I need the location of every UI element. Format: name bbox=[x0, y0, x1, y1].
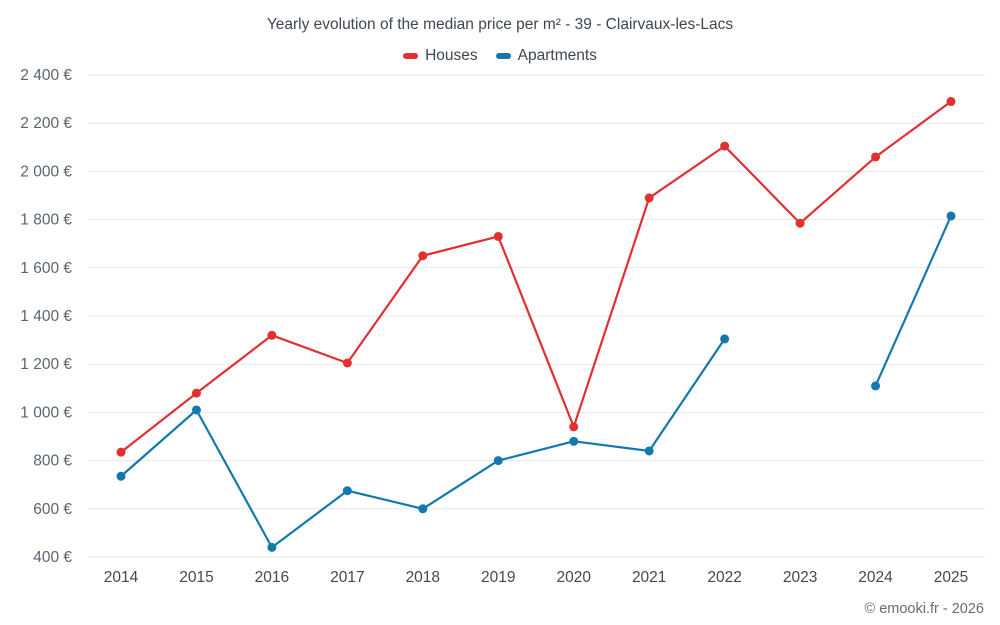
y-tick-label: 2 400 € bbox=[20, 67, 72, 84]
data-point[interactable] bbox=[191, 388, 201, 398]
legend-item-apartments[interactable]: Apartments bbox=[495, 47, 597, 65]
x-tick-label: 2014 bbox=[104, 569, 139, 586]
x-axis-labels: 2014 2015 2016 2017 2018 2019 2020 2021 2022 2023… bbox=[104, 569, 968, 586]
y-tick-label: 600 € bbox=[33, 501, 72, 518]
x-tick-label: 2022 bbox=[707, 569, 741, 586]
data-point[interactable] bbox=[946, 211, 956, 221]
series-line bbox=[119, 337, 726, 549]
y-tick-label: 1 400 € bbox=[20, 308, 72, 325]
x-tick-label: 2021 bbox=[632, 569, 666, 586]
data-point[interactable] bbox=[493, 231, 503, 241]
y-tick-label: 400 € bbox=[33, 549, 72, 566]
legend-label: Apartments bbox=[517, 47, 597, 64]
data-point[interactable] bbox=[871, 152, 881, 162]
x-tick-label: 2024 bbox=[858, 569, 893, 586]
y-tick-label: 1 200 € bbox=[20, 356, 72, 373]
x-tick-label: 2023 bbox=[783, 569, 817, 586]
series-line bbox=[874, 214, 953, 387]
legend-label: Houses bbox=[425, 47, 478, 64]
series-houses bbox=[116, 97, 956, 457]
y-tick-label: 1 800 € bbox=[20, 212, 72, 229]
x-tick-label: 2017 bbox=[330, 569, 364, 586]
data-point[interactable] bbox=[116, 447, 126, 457]
data-point[interactable] bbox=[644, 446, 654, 456]
y-tick-label: 800 € bbox=[33, 453, 72, 470]
data-point[interactable] bbox=[720, 334, 730, 344]
legend-swatch-houses bbox=[403, 53, 419, 59]
legend-item-houses[interactable]: Houses bbox=[403, 47, 478, 65]
data-point[interactable] bbox=[946, 97, 956, 107]
data-point[interactable] bbox=[191, 405, 201, 415]
x-tick-label: 2016 bbox=[255, 569, 289, 586]
series-line bbox=[119, 100, 953, 454]
data-point[interactable] bbox=[871, 381, 881, 391]
data-point[interactable] bbox=[418, 251, 428, 261]
chart-title: Yearly evolution of the median price per… bbox=[266, 16, 734, 33]
x-tick-label: 2020 bbox=[556, 569, 591, 586]
legend-swatch-apartments bbox=[495, 53, 511, 59]
data-point[interactable] bbox=[569, 436, 579, 446]
x-tick-label: 2019 bbox=[481, 569, 515, 586]
data-point[interactable] bbox=[569, 422, 579, 432]
x-tick-label: 2025 bbox=[934, 569, 968, 586]
data-point[interactable] bbox=[418, 504, 428, 514]
y-tick-label: 2 200 € bbox=[20, 115, 72, 132]
y-tick-label: 2 000 € bbox=[20, 163, 72, 180]
copyright: © emooki.fr - 2026 bbox=[864, 601, 984, 617]
y-grid: 400 € 600 € 800 € 1 000 € 1 200 € 1 400 € 1 60… bbox=[20, 67, 985, 566]
series-apartments bbox=[116, 211, 956, 552]
y-tick-label: 1 000 € bbox=[20, 404, 72, 421]
legend: Houses Apartments bbox=[0, 47, 1000, 65]
data-point[interactable] bbox=[116, 471, 126, 481]
x-tick-label: 2015 bbox=[179, 569, 213, 586]
y-tick-label: 1 600 € bbox=[20, 260, 72, 277]
data-point[interactable] bbox=[644, 193, 654, 203]
data-point[interactable] bbox=[342, 358, 352, 368]
data-point[interactable] bbox=[720, 141, 730, 151]
data-point[interactable] bbox=[493, 456, 503, 466]
data-point[interactable] bbox=[267, 542, 277, 552]
data-point[interactable] bbox=[795, 218, 805, 228]
data-point[interactable] bbox=[267, 330, 277, 340]
x-tick-label: 2018 bbox=[406, 569, 440, 586]
data-point[interactable] bbox=[342, 486, 352, 496]
